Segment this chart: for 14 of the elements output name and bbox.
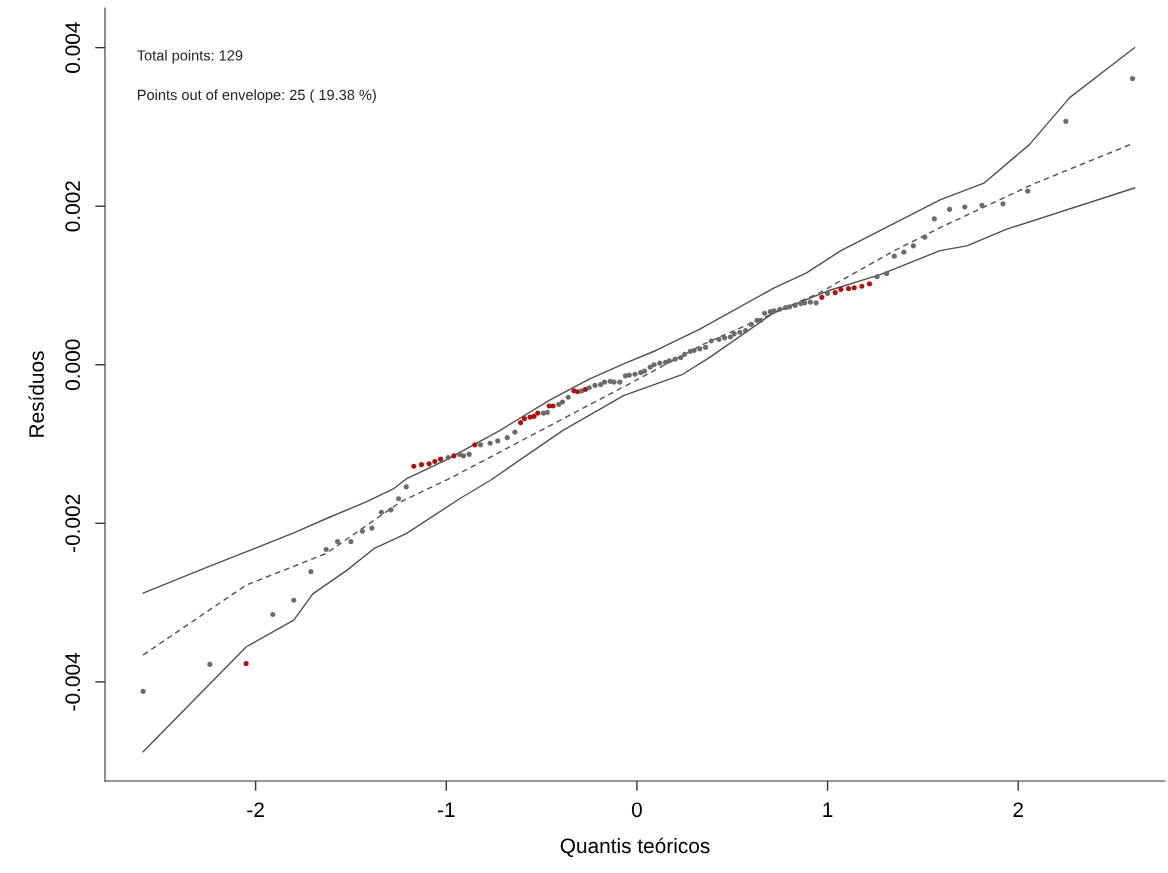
y-tick-label: 0.002 bbox=[65, 181, 81, 232]
x-tick-label: 1 bbox=[823, 802, 833, 817]
annotation: Points out of envelope: 25 ( 19.38 %) bbox=[138, 89, 376, 103]
x-axis-title: Quantis teóricos bbox=[560, 837, 710, 857]
y-tick-label: -0.004 bbox=[65, 652, 81, 711]
x-tick-label: -2 bbox=[247, 802, 264, 817]
y-tick-label: -0.002 bbox=[65, 494, 81, 552]
x-tick-label: -1 bbox=[437, 802, 455, 817]
x-tick-label: 0 bbox=[631, 802, 642, 818]
y-tick-label: 0.004 bbox=[65, 22, 81, 73]
y-tick-label: 0.000 bbox=[65, 339, 81, 391]
annotation: Total points: 129 bbox=[137, 49, 243, 64]
y-axis-title: Resíduos bbox=[28, 351, 44, 437]
x-tick-label: 2 bbox=[1013, 802, 1023, 817]
